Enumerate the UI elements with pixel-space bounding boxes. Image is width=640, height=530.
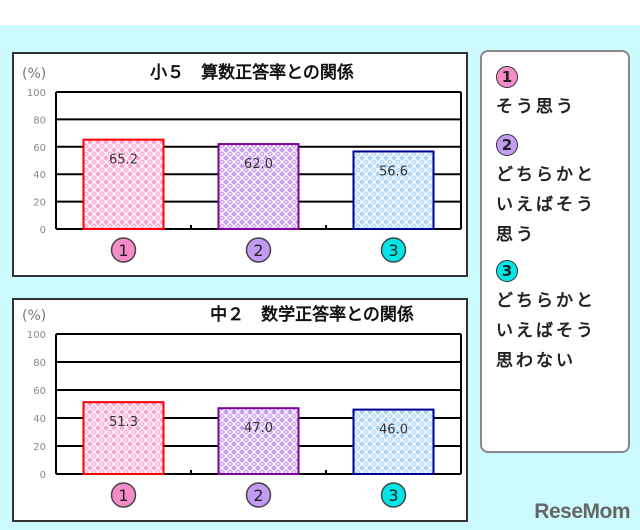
x-tick-label: 1 — [118, 486, 128, 505]
bar-chart-1: (%) 小５ 算数正答率との関係 0 20 40 60 80 100 65.2 1 62.0 2 56.… — [22, 62, 462, 263]
y-tick-label: 0 — [40, 470, 46, 481]
y-tick-label: 100 — [27, 330, 46, 341]
legend-item-3: 3 どちらかといえばそう思わない — [496, 256, 628, 376]
legend-item-2: 2 どちらかといえばそう思う — [496, 130, 628, 250]
y-axis-unit: (%) — [22, 308, 46, 324]
y-axis-unit: (%) — [22, 66, 46, 82]
category-badge — [380, 237, 407, 263]
chart-title: 中２ 数学正答率との関係 — [210, 304, 414, 325]
y-tick-label: 100 — [27, 88, 46, 99]
legend-item-1: 1 そう思う — [496, 62, 628, 122]
bar-3 — [352, 150, 435, 230]
data-label: 56.6 — [379, 164, 408, 179]
data-label: 51.3 — [109, 415, 138, 430]
bar-3 — [352, 408, 435, 475]
y-tick-label: 0 — [40, 225, 46, 236]
bar-1 — [82, 138, 165, 230]
y-tick-label: 40 — [33, 414, 46, 425]
x-tick-label: 2 — [253, 241, 263, 260]
bar-2 — [217, 407, 300, 475]
x-tick-label: 3 — [388, 486, 398, 505]
chart-panel-elementary: (%) 小５ 算数正答率との関係 0 20 40 60 80 100 65.2 1 62.0 2 56.… — [12, 52, 468, 277]
badge-3: 3 — [496, 260, 518, 282]
y-tick-label: 20 — [33, 198, 46, 209]
legend: 1 そう思う 2 どちらかといえばそう思う 3 どちらかといえばそう思わない — [480, 50, 630, 453]
legend-label: そう思う — [496, 97, 576, 117]
data-label: 62.0 — [244, 157, 273, 172]
legend-label: どちらかといえばそう思わない — [496, 291, 596, 371]
y-tick-label: 80 — [33, 358, 46, 369]
bar-1 — [82, 401, 165, 475]
y-tick-label: 80 — [33, 115, 46, 126]
x-tick-label: 1 — [118, 241, 128, 260]
category-badge — [245, 482, 272, 508]
category-badge — [110, 482, 137, 508]
data-label: 46.0 — [379, 423, 408, 438]
x-tick-label: 2 — [253, 486, 263, 505]
chart-panel-junior-high: (%) 中２ 数学正答率との関係 0 20 40 60 80 100 51.3 1 47.0 2 46.… — [12, 298, 468, 522]
badge-1: 1 — [496, 66, 518, 88]
badge-2: 2 — [496, 134, 518, 156]
data-label: 65.2 — [109, 153, 138, 168]
y-tick-label: 40 — [33, 170, 46, 181]
legend-label: どちらかといえばそう思う — [496, 165, 596, 245]
watermark-logo: ReseMom — [534, 500, 630, 523]
y-tick-label: 60 — [33, 386, 46, 397]
category-badge — [110, 237, 137, 263]
y-tick-label: 60 — [33, 143, 46, 154]
x-tick-label: 3 — [388, 241, 398, 260]
y-tick-label: 20 — [33, 442, 46, 453]
category-badge — [380, 482, 407, 508]
bar-2 — [217, 143, 300, 230]
data-label: 47.0 — [244, 421, 273, 436]
category-badge — [245, 237, 272, 263]
chart-title: 小５ 算数正答率との関係 — [150, 62, 354, 83]
bar-chart-2: (%) 中２ 数学正答率との関係 0 20 40 60 80 100 51.3 1 47.0 2 46.… — [22, 304, 462, 508]
